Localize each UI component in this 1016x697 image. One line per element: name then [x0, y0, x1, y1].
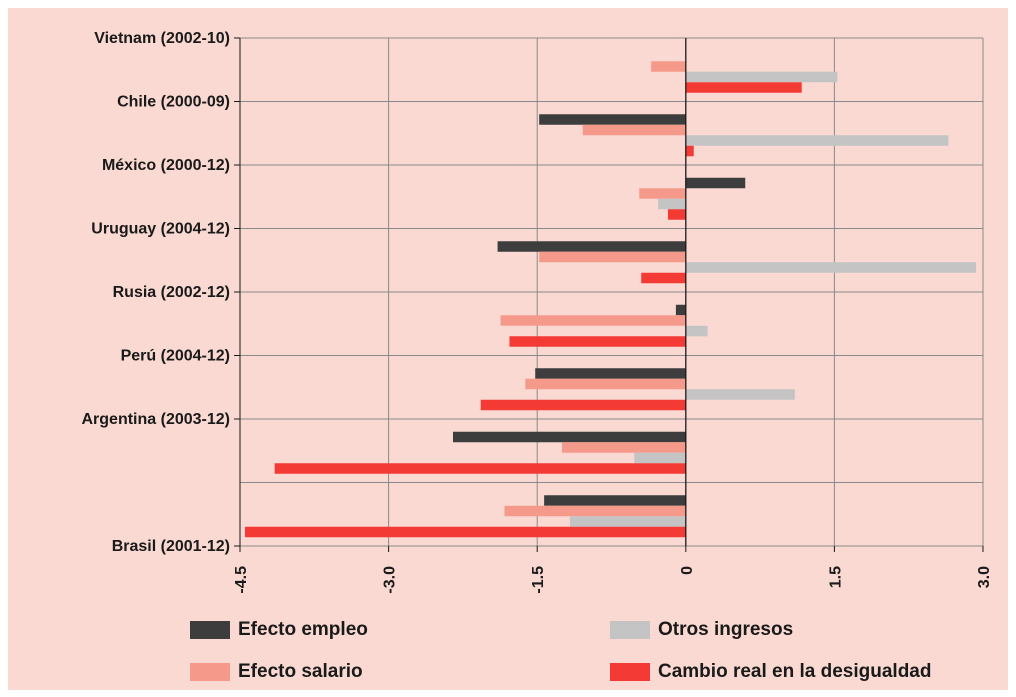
legend-label: Cambio real en la desigualdad	[658, 661, 932, 682]
legend-item-cambio-real: Cambio real en la desigualdad	[610, 661, 931, 683]
bar-efecto-empleo	[544, 495, 686, 506]
bar-cambio-real-en-la-desigualdad	[685, 82, 802, 93]
bar-efecto-empleo	[675, 304, 686, 316]
bar-efecto-salario	[500, 315, 686, 326]
bar-otros-ingresos	[634, 452, 686, 464]
bars-layer	[244, 61, 977, 538]
x-tick-label: 3.0	[976, 566, 993, 588]
bar-otros-ingresos	[685, 262, 977, 273]
bar-cambio-real-en-la-desigualdad	[685, 145, 694, 157]
bar-cambio-real-en-la-desigualdad	[274, 463, 686, 474]
bar-otros-ingresos	[569, 516, 686, 527]
bar-otros-ingresos	[685, 71, 838, 83]
legend-swatch-otros-ingresos	[610, 621, 650, 639]
bar-cambio-real-en-la-desigualdad	[244, 526, 686, 538]
legend-item-otros-ingresos: Otros ingresos	[610, 619, 793, 641]
bar-efecto-salario	[582, 124, 686, 136]
bar-efecto-salario	[561, 442, 686, 453]
category-label: Brasil (2001-12)	[112, 538, 230, 555]
category-label: Argentina (2003-12)	[82, 411, 231, 428]
bar-efecto-salario	[525, 378, 686, 390]
bar-chart: Vietnam (2002-10) Chile (2000-09) México (…	[82, 30, 994, 594]
legend-swatch-efecto-salario	[190, 663, 230, 681]
bar-efecto-salario	[504, 505, 686, 517]
grid-layer	[239, 37, 984, 547]
category-label: México (2000-12)	[102, 157, 230, 174]
legend-label: Efecto salario	[238, 661, 363, 682]
bar-otros-ingresos	[685, 135, 949, 146]
legend-label: Efecto empleo	[238, 619, 368, 640]
x-tick-label: 1.5	[827, 566, 844, 588]
bar-efecto-empleo	[452, 431, 686, 443]
bar-cambio-real-en-la-desigualdad	[667, 209, 686, 220]
x-tick-label: -1.5	[530, 566, 547, 594]
bar-otros-ingresos	[685, 389, 795, 400]
category-label: Vietnam (2002-10)	[94, 30, 230, 47]
bar-cambio-real-en-la-desigualdad	[480, 399, 686, 411]
bar-efecto-salario	[651, 61, 686, 72]
x-tick-label: -4.5	[233, 566, 250, 594]
bar-otros-ingresos	[658, 198, 686, 210]
category-label: Uruguay (2004-12)	[91, 221, 230, 238]
x-tick-label: -3.0	[382, 566, 399, 594]
bar-cambio-real-en-la-desigualdad	[641, 272, 686, 284]
legend-item-efecto-salario: Efecto salario	[190, 661, 363, 683]
legend-swatch-efecto-empleo	[190, 621, 230, 639]
bar-efecto-empleo	[539, 114, 686, 125]
axis-layer	[234, 37, 984, 552]
category-label: Chile (2000-09)	[117, 94, 230, 111]
bar-efecto-empleo	[535, 368, 686, 379]
bar-efecto-salario	[539, 251, 686, 263]
bar-efecto-empleo	[685, 177, 746, 189]
category-label: Perú (2004-12)	[121, 348, 230, 365]
legend-item-efecto-empleo: Efecto empleo	[190, 619, 368, 641]
bar-otros-ingresos	[685, 325, 708, 337]
bar-cambio-real-en-la-desigualdad	[509, 336, 686, 347]
chart-container: Vietnam (2002-10) Chile (2000-09) México (…	[8, 8, 1008, 690]
legend-swatch-cambio-real	[610, 663, 650, 681]
x-tick-label: 0	[679, 566, 696, 575]
legend-label: Otros ingresos	[658, 619, 794, 640]
bar-efecto-empleo	[497, 241, 686, 252]
labels-layer: Vietnam (2002-10) Chile (2000-09) México (…	[82, 30, 994, 594]
category-label: Rusia (2002-12)	[113, 284, 230, 301]
bar-efecto-salario	[639, 188, 686, 199]
